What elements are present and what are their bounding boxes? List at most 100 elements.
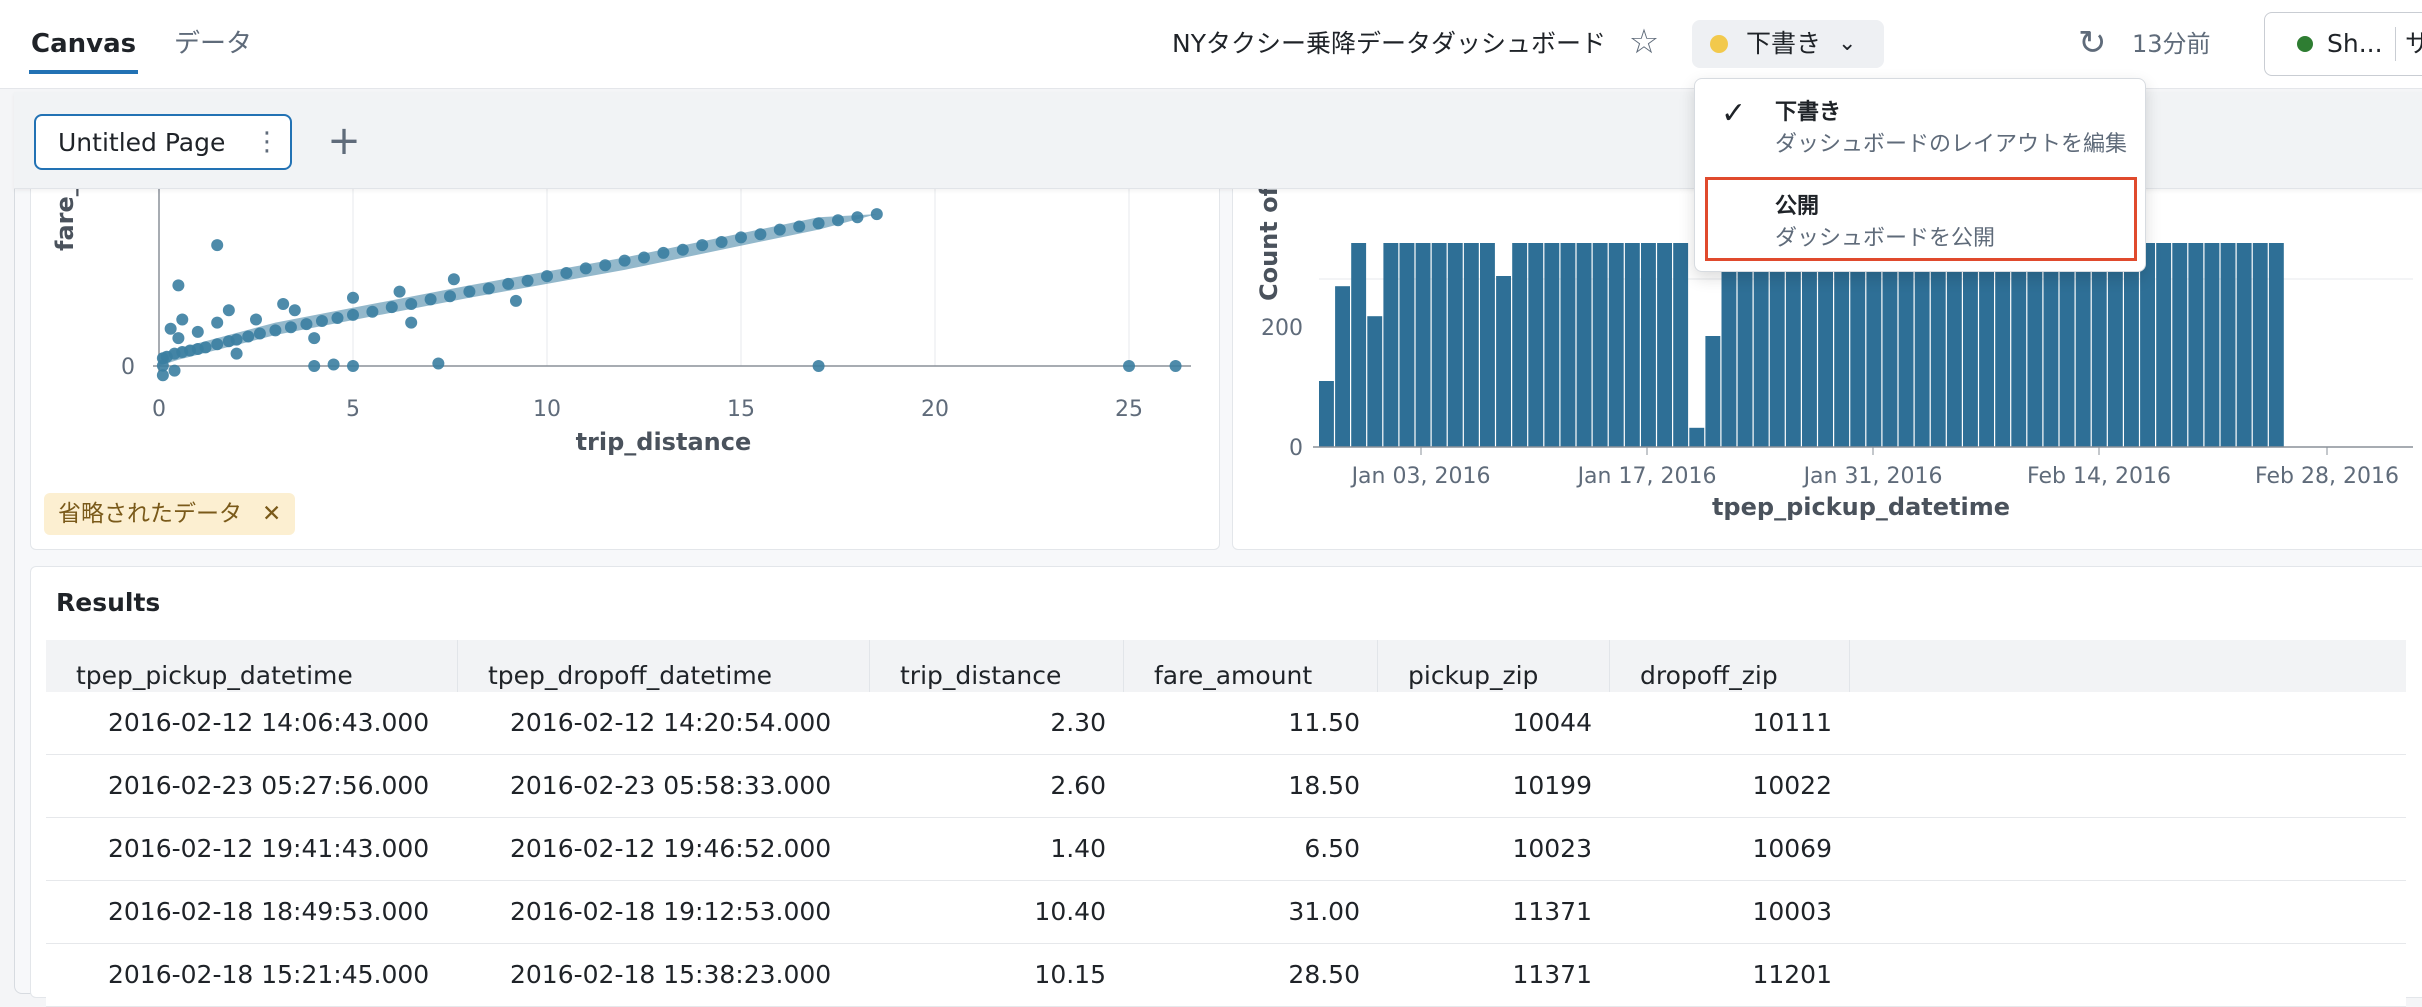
status-dropdown-button[interactable]: 下書き ⌄ xyxy=(1692,20,1884,68)
share-button[interactable]: Sh... サ xyxy=(2264,12,2422,76)
histogram-bar xyxy=(1914,243,1930,447)
column-header-dropoff-zip[interactable]: dropoff_zip xyxy=(1610,640,1850,712)
table-row[interactable]: 2016-02-23 05:27:56.000 2016-02-23 05:58:… xyxy=(46,755,2406,818)
histogram-bar xyxy=(1850,243,1866,447)
scatter-point xyxy=(230,347,243,360)
scatter-point xyxy=(432,357,445,370)
x-tick-label: Jan 31, 2016 xyxy=(1802,464,1943,489)
histogram-bar xyxy=(1641,243,1656,447)
scatter-point xyxy=(269,324,282,337)
star-icon[interactable]: ☆ xyxy=(1628,22,1660,62)
scatter-point xyxy=(405,298,418,310)
table-row[interactable]: 2016-02-18 18:49:53.000 2016-02-18 19:12:… xyxy=(46,881,2406,944)
histogram-bar xyxy=(1544,243,1560,447)
scatter-point xyxy=(1169,360,1182,372)
histogram-bar xyxy=(1351,243,1367,447)
table-cell: 10.40 xyxy=(1034,897,1106,926)
histogram-bar xyxy=(1995,243,2011,447)
status-dot-icon xyxy=(1710,35,1728,53)
table-cell: 2016-02-18 19:12:53.000 xyxy=(510,897,832,926)
results-title: Results xyxy=(56,588,161,617)
column-header-pickup-zip[interactable]: pickup_zip xyxy=(1378,640,1610,712)
histogram-chart: 0 200 Jan 03, 2016 Jan 17, 2016 Jan 31, 2016… xyxy=(1255,185,2413,521)
histogram-bar xyxy=(2220,243,2236,447)
column-header-dropoff-datetime[interactable]: tpep_dropoff_datetime xyxy=(458,640,870,712)
histogram-bar xyxy=(1963,243,1978,447)
y-tick-label: 0 xyxy=(121,355,135,380)
menu-item-title: 公開 xyxy=(1775,194,1820,219)
table-cell: 2016-02-18 15:21:45.000 xyxy=(108,960,430,989)
x-tick-label: 10 xyxy=(533,397,561,422)
table-row[interactable]: 2016-02-12 19:41:43.000 2016-02-12 19:46:… xyxy=(46,818,2406,881)
table-row[interactable]: 2016-02-12 14:06:43.000 2016-02-12 14:20:… xyxy=(46,692,2406,755)
dashboard-title[interactable]: NYタクシー乗降データダッシュボード xyxy=(1172,29,1606,58)
histogram-bar xyxy=(2011,243,2027,447)
histogram-bar xyxy=(2075,243,2091,447)
x-tick-label: Feb 14, 2016 xyxy=(2027,464,2171,489)
close-icon[interactable]: ✕ xyxy=(262,501,282,527)
scatter-point xyxy=(288,304,301,317)
scatter-point xyxy=(253,327,266,340)
add-page-icon[interactable]: + xyxy=(327,118,361,164)
x-tick-label: 5 xyxy=(346,397,360,422)
scatter-point xyxy=(168,364,181,377)
menu-item-publish[interactable]: 公開 ダッシュボードを公開 xyxy=(1705,177,2137,261)
x-tick-label: 25 xyxy=(1115,397,1143,422)
histogram-bar xyxy=(1898,243,1914,447)
table-cell: 11371 xyxy=(1512,960,1592,989)
scatter-point xyxy=(366,305,379,318)
scatter-point xyxy=(385,301,398,314)
histogram-bar xyxy=(2204,243,2220,447)
scatter-point xyxy=(502,277,515,290)
table-cell: 28.50 xyxy=(1288,960,1360,989)
scatter-point xyxy=(230,333,243,346)
x-axis-label: tpep_pickup_datetime xyxy=(1712,493,2010,521)
table-cell: 2016-02-12 19:46:52.000 xyxy=(510,834,832,863)
histogram-bar xyxy=(2107,243,2123,447)
scatter-point xyxy=(509,294,522,307)
histogram-bar xyxy=(1399,243,1415,447)
share-more-label[interactable]: サ xyxy=(2405,29,2422,58)
scatter-point xyxy=(172,279,185,292)
page-tab-label: Untitled Page xyxy=(58,128,226,157)
scatter-point xyxy=(870,208,883,221)
kebab-menu-icon[interactable]: ⋮ xyxy=(254,127,280,157)
table-cell: 10044 xyxy=(1512,708,1592,737)
histogram-bar xyxy=(1415,243,1431,447)
histogram-bar xyxy=(1335,286,1350,447)
scatter-point xyxy=(211,239,224,252)
menu-item-draft[interactable]: ✓ 下書き ダッシュボードのレイアウトを編集 xyxy=(1695,83,2145,167)
column-header-fare-amount[interactable]: fare_amount xyxy=(1124,640,1378,712)
histogram-bar xyxy=(1834,243,1850,447)
scatter-point xyxy=(176,313,189,326)
histogram-bar xyxy=(1705,336,1721,447)
scatter-point xyxy=(447,273,460,286)
tab-canvas[interactable]: Canvas xyxy=(29,26,139,74)
scatter-point xyxy=(300,318,313,331)
scatter-point xyxy=(308,360,321,372)
tab-data[interactable]: データ xyxy=(174,29,253,59)
column-header-pickup-datetime[interactable]: tpep_pickup_datetime xyxy=(46,640,458,712)
scatter-point xyxy=(199,341,212,354)
histogram-bar xyxy=(2059,243,2075,447)
scatter-point xyxy=(1123,360,1135,372)
check-icon: ✓ xyxy=(1721,96,1747,131)
scatter-point xyxy=(347,360,359,372)
scatter-point xyxy=(696,239,709,252)
histogram-bar xyxy=(2043,243,2059,447)
y-axis-label: fare_ xyxy=(51,184,79,251)
page-tab-untitled[interactable]: Untitled Page ⋮ xyxy=(34,114,292,170)
scatter-point xyxy=(308,332,321,345)
histogram-bar xyxy=(1818,243,1833,447)
scatter-point xyxy=(315,315,328,328)
histogram-bar xyxy=(1657,243,1672,447)
column-header-trip-distance[interactable]: trip_distance xyxy=(870,640,1124,712)
refresh-icon[interactable]: ↻ xyxy=(2078,23,2107,63)
histogram-bar xyxy=(2091,243,2107,447)
histogram-bar xyxy=(2027,243,2043,447)
y-tick-label: 0 xyxy=(1289,436,1303,461)
table-cell: 10069 xyxy=(1752,834,1832,863)
scatter-point xyxy=(222,304,235,317)
menu-item-description: ダッシュボードを公開 xyxy=(1775,226,1996,251)
scatter-widget[interactable]: 0 5 10 15 20 25 0 fare_ trip_distance xyxy=(30,150,1220,550)
